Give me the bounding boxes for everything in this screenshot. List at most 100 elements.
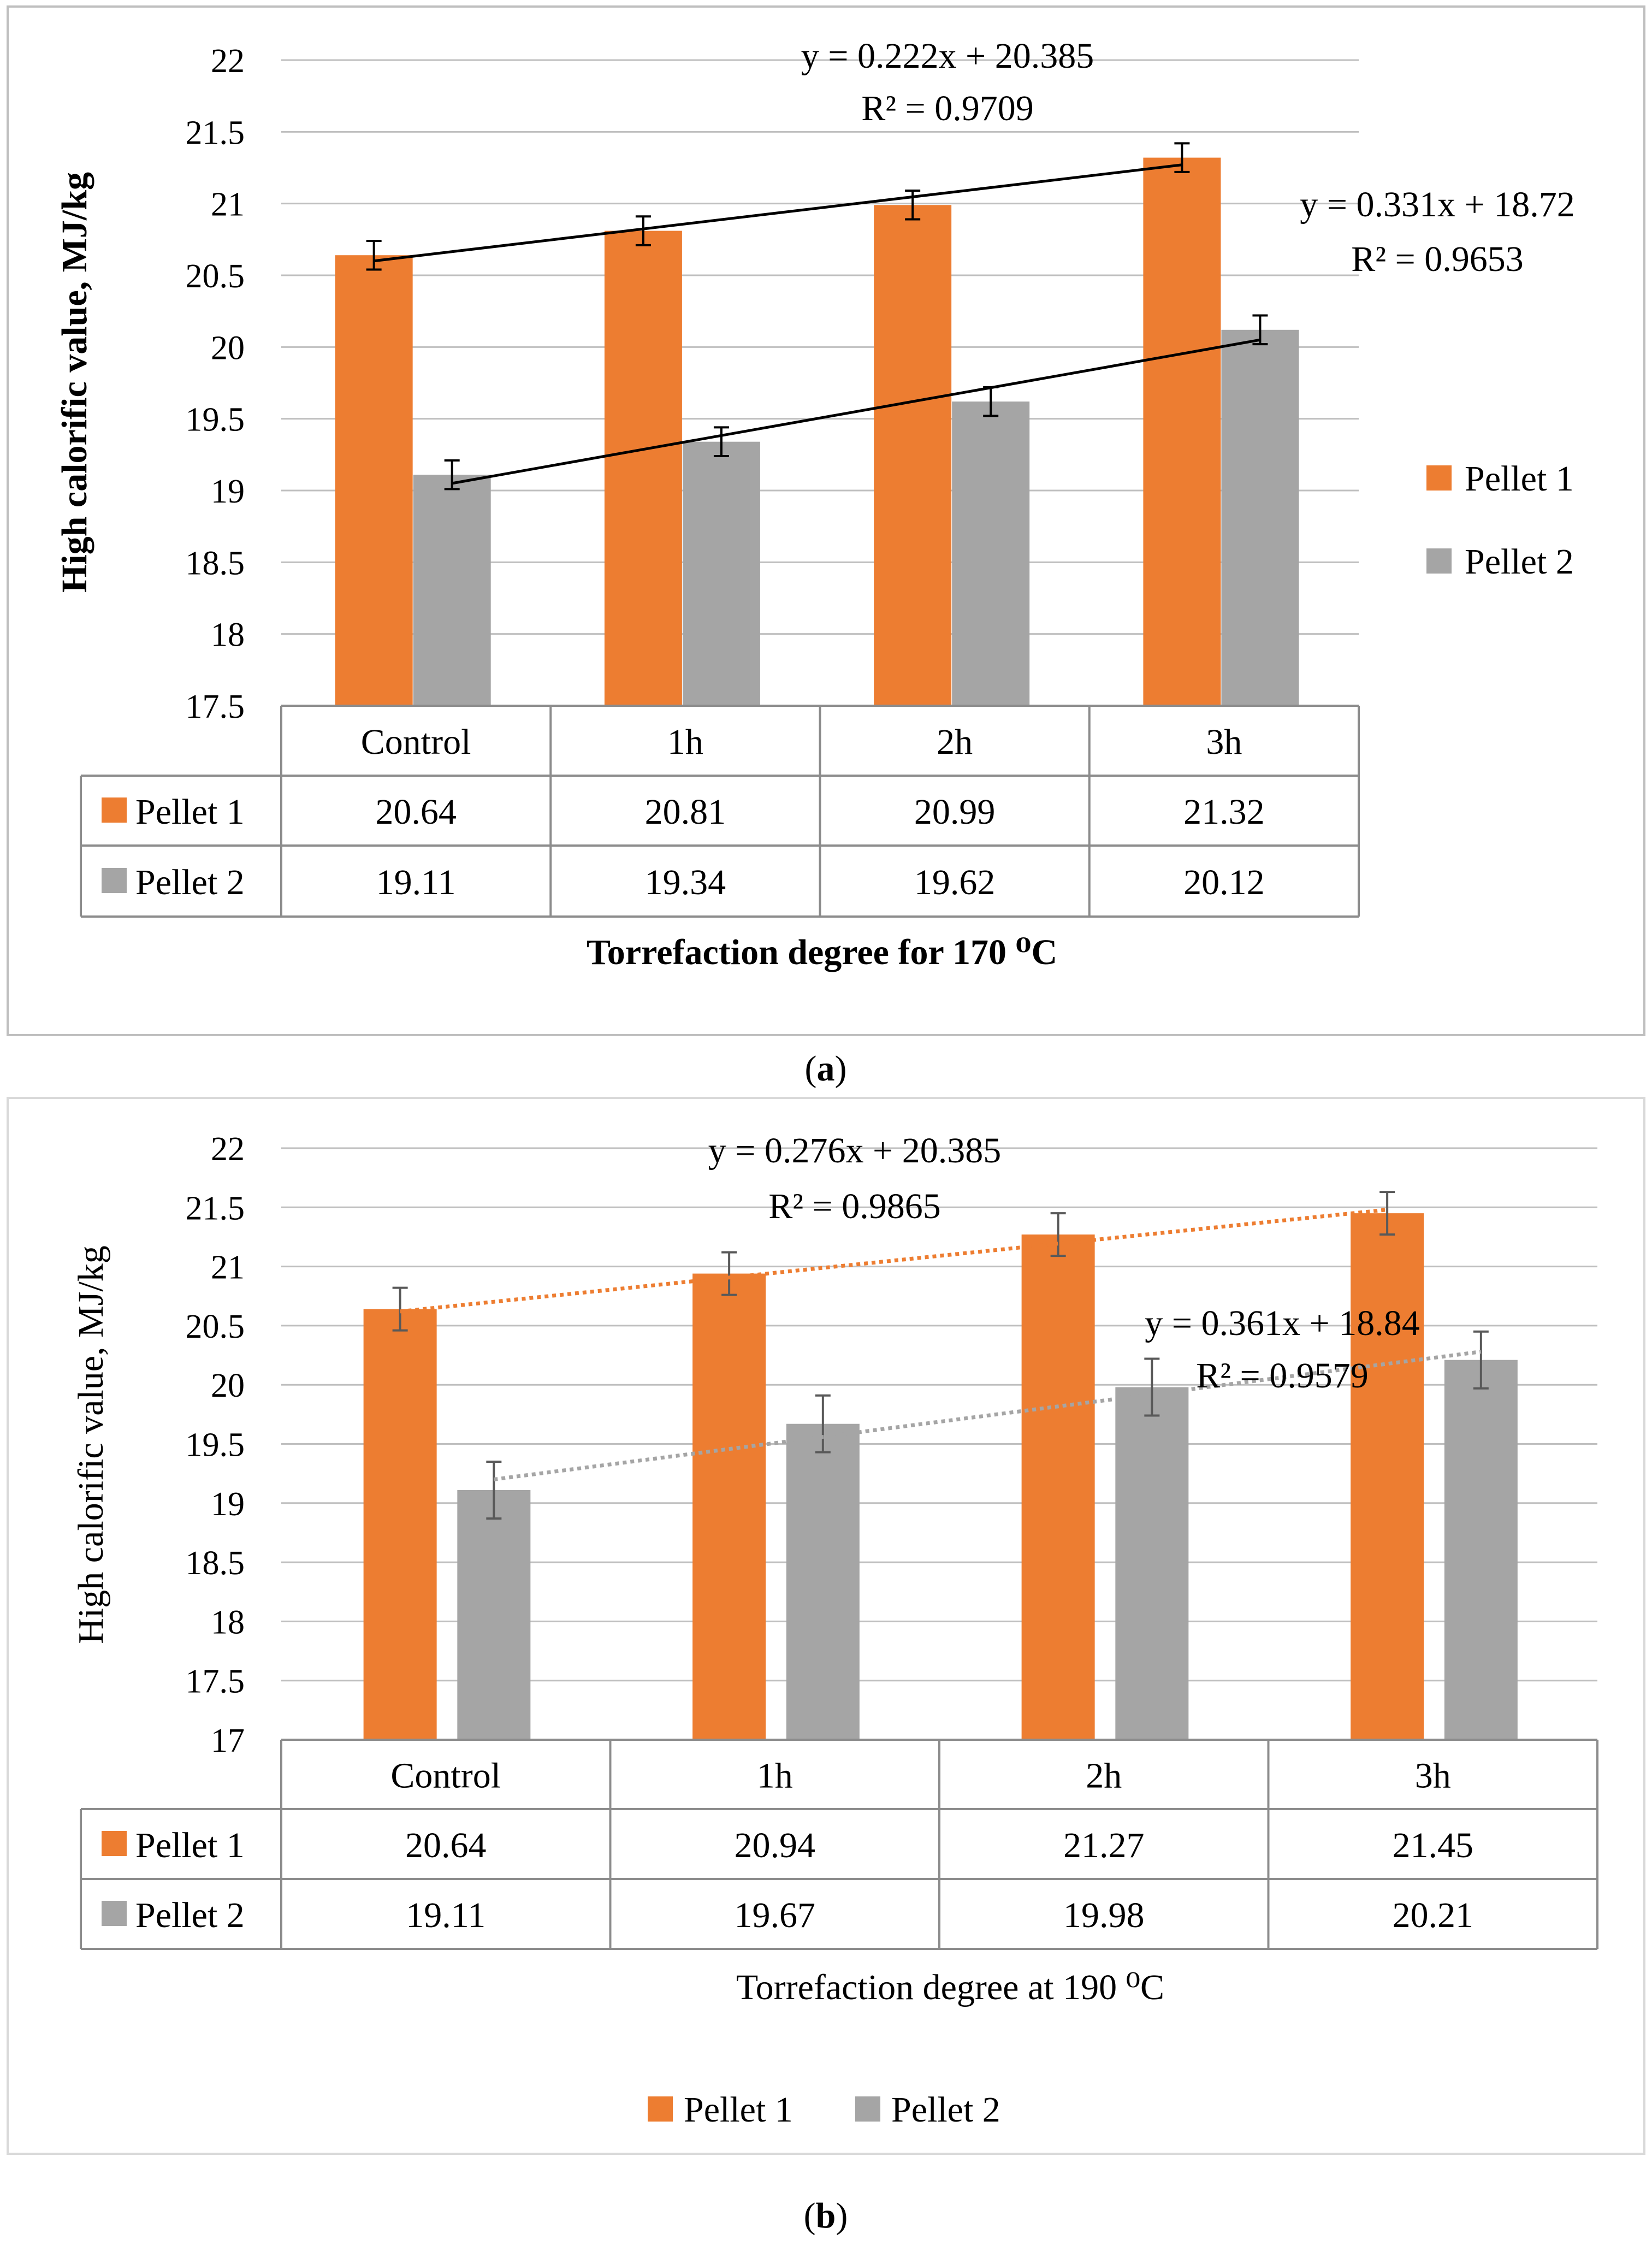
y-tick-label: 17.5 <box>186 688 245 725</box>
panel-b-trend-r2-pellet1: R² = 0.9865 <box>768 1186 941 1226</box>
y-tick-label: 19 <box>211 1486 245 1523</box>
y-tick-label: 20 <box>211 1367 245 1404</box>
panel-a-frame <box>7 5 1645 1036</box>
legend-swatch-pellet2 <box>855 2096 880 2122</box>
panel-b-xlabel: Torrefaction degree at 190 ⁰C <box>736 1968 1164 2007</box>
table-cell: 19.11 <box>376 862 456 902</box>
y-tick-label: 21.5 <box>186 114 245 151</box>
table-header-cell: Control <box>390 1756 501 1796</box>
table-cell: 20.99 <box>914 792 996 832</box>
bar-pellet2-3h <box>1221 329 1299 706</box>
table-cell: 21.45 <box>1393 1825 1474 1865</box>
table-cell: 20.21 <box>1393 1895 1474 1935</box>
table-cell: 19.98 <box>1063 1895 1145 1935</box>
bar-pellet2-1h <box>786 1423 860 1740</box>
panel-b-chart: 22 21.5 21 20.5 20 19.5 19 18.5 18 17.5 17 High cal… <box>71 1131 1597 1759</box>
bar-pellet2-1h <box>682 441 760 706</box>
table-cell: 21.27 <box>1063 1825 1145 1865</box>
bar-pellet1-3h <box>1143 157 1221 706</box>
table-row-label: Pellet 1 <box>135 1825 245 1865</box>
bar-pellet2-2h <box>952 401 1030 706</box>
y-tick-label: 18 <box>211 617 245 654</box>
panel-a-trend-r2-pellet1: R² = 0.9709 <box>861 88 1034 128</box>
table-cell: 19.11 <box>406 1895 485 1935</box>
table-header-cell: 1h <box>757 1756 793 1796</box>
table-cell: 21.32 <box>1183 792 1265 832</box>
y-tick-label: 18 <box>211 1604 245 1641</box>
caption-a-letter: a <box>817 1049 835 1089</box>
bar-pellet1-control <box>363 1309 437 1740</box>
table-row-label: Pellet 1 <box>135 792 245 832</box>
table-row-label: Pellet 2 <box>135 862 245 902</box>
panel-a-trend-equation-pellet1: y = 0.222x + 20.385 <box>801 36 1094 76</box>
panel-b-trend-r2-pellet2: R² = 0.9579 <box>1196 1356 1369 1396</box>
legend-label-pellet1: Pellet 1 <box>684 2090 793 2130</box>
trendline-pellet2 <box>493 1350 1482 1481</box>
panel-a-legend: Pellet 1 Pellet 2 <box>1426 459 1574 582</box>
table-row-swatch <box>102 797 127 823</box>
panel-a-chart: 22 21.5 21 20.5 20 19.5 19 18.5 18 17.5 High calor… <box>55 43 1359 725</box>
table-cell: 20.94 <box>735 1825 816 1865</box>
table-header-cell: 3h <box>1415 1756 1451 1796</box>
trendline-pellet1 <box>374 163 1182 263</box>
bar-pellet1-1h <box>692 1273 766 1740</box>
trendline-pellet1 <box>400 1208 1388 1314</box>
legend-swatch-pellet1 <box>648 2096 673 2122</box>
legend-label-pellet1: Pellet 1 <box>1465 459 1574 499</box>
bar-pellet1-1h <box>604 231 682 706</box>
table-cell: 20.81 <box>645 792 726 832</box>
legend-label-pellet2: Pellet 2 <box>891 2090 1000 2130</box>
table-header-cell: 2h <box>937 722 973 762</box>
table-row-swatch <box>102 1901 127 1926</box>
y-tick-label: 21.5 <box>186 1190 245 1227</box>
y-tick-label: 22 <box>211 1131 245 1168</box>
panel-b-data-table: Control 1h 2h 3h Pellet 1 20.64 20.94 21.27 21.4… <box>80 1739 1598 1950</box>
panel-b-trend-equation-pellet2: y = 0.361x + 18.84 <box>1145 1303 1419 1343</box>
y-tick-label: 21 <box>211 186 245 223</box>
panel-a-trend-equation-pellet2: y = 0.331x + 18.72 <box>1300 185 1574 224</box>
bar-pellet1-2h <box>1021 1234 1095 1740</box>
bar-pellet2-control <box>457 1490 531 1740</box>
caption-b-letter: b <box>816 2196 836 2236</box>
table-row-swatch <box>102 1831 127 1856</box>
panel-a-trend-r2-pellet2: R² = 0.9653 <box>1351 239 1524 279</box>
legend-label-pellet2: Pellet 2 <box>1465 542 1574 582</box>
y-axis-label: High calorific value, MJ/kg <box>55 172 94 593</box>
panel-a-xlabel: Torrefaction degree for 170 ⁰C <box>587 932 1057 972</box>
y-tick-label: 19 <box>211 473 245 510</box>
bar-pellet2-control <box>413 475 491 706</box>
bar-pellet2-3h <box>1444 1360 1518 1740</box>
y-tick-label: 18.5 <box>186 545 245 582</box>
trendline-pellet2 <box>452 338 1260 485</box>
bar-pellet2-2h <box>1115 1387 1189 1740</box>
legend-swatch-pellet2 <box>1426 548 1452 574</box>
table-cell: 20.12 <box>1183 862 1265 902</box>
table-header-cell: 2h <box>1086 1756 1122 1796</box>
y-tick-label: 18.5 <box>186 1545 245 1582</box>
table-cell: 20.64 <box>375 792 457 832</box>
bar-pellet1-control <box>335 255 413 706</box>
table-row-label: Pellet 2 <box>135 1895 245 1935</box>
panel-b-trendline-labels: y = 0.276x + 20.385 R² = 0.9865 y = 0.36… <box>708 1131 1420 1396</box>
table-row-swatch <box>102 868 127 893</box>
bar-pellet1-3h <box>1351 1213 1424 1740</box>
table-header-cell: 1h <box>667 722 703 762</box>
legend-swatch-pellet1 <box>1426 465 1452 491</box>
y-axis-label: High calorific value, MJ/kg <box>71 1245 111 1644</box>
y-tick-label: 22 <box>211 43 245 80</box>
y-tick-label: 17.5 <box>186 1663 245 1700</box>
table-cell: 19.34 <box>645 862 726 902</box>
table-header-cell: 3h <box>1206 722 1242 762</box>
y-tick-label: 21 <box>211 1249 245 1286</box>
table-cell: 19.62 <box>914 862 996 902</box>
caption-a: (a) <box>805 1049 847 1089</box>
y-tick-label: 17 <box>211 1722 245 1759</box>
panel-b-trend-equation-pellet1: y = 0.276x + 20.385 <box>708 1131 1001 1171</box>
table-header-cell: Control <box>361 722 471 762</box>
y-tick-label: 20.5 <box>186 1308 245 1345</box>
y-tick-label: 20 <box>211 329 245 367</box>
y-tick-label: 19.5 <box>186 401 245 439</box>
panel-b-legend: Pellet 1 Pellet 2 <box>648 2090 1000 2130</box>
y-tick-label: 20.5 <box>186 258 245 295</box>
